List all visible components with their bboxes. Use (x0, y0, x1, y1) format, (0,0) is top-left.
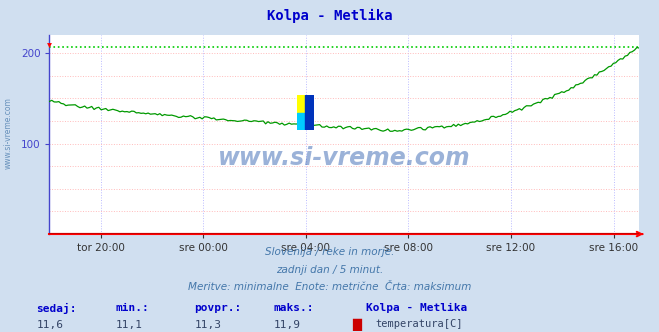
Text: temperatura[C]: temperatura[C] (376, 319, 463, 329)
Text: www.si-vreme.com: www.si-vreme.com (4, 97, 13, 169)
Text: maks.:: maks.: (273, 303, 314, 313)
Text: █: █ (353, 318, 362, 331)
Bar (297, 95, 305, 113)
Text: 11,3: 11,3 (194, 320, 221, 330)
Text: Kolpa - Metlika: Kolpa - Metlika (366, 303, 467, 313)
Text: www.si-vreme.com: www.si-vreme.com (218, 146, 471, 170)
Text: sedaj:: sedaj: (36, 303, 76, 314)
Text: zadnji dan / 5 minut.: zadnji dan / 5 minut. (276, 265, 383, 275)
Text: Slovenija / reke in morje.: Slovenija / reke in morje. (265, 247, 394, 257)
Text: 11,9: 11,9 (273, 320, 301, 330)
Bar (297, 113, 305, 130)
Text: povpr.:: povpr.: (194, 303, 242, 313)
Text: 11,6: 11,6 (36, 320, 63, 330)
Text: Kolpa - Metlika: Kolpa - Metlika (267, 9, 392, 24)
Text: Meritve: minimalne  Enote: metrične  Črta: maksimum: Meritve: minimalne Enote: metrične Črta:… (188, 282, 471, 292)
Text: min.:: min.: (115, 303, 149, 313)
Bar (305, 95, 314, 130)
Text: 11,1: 11,1 (115, 320, 142, 330)
